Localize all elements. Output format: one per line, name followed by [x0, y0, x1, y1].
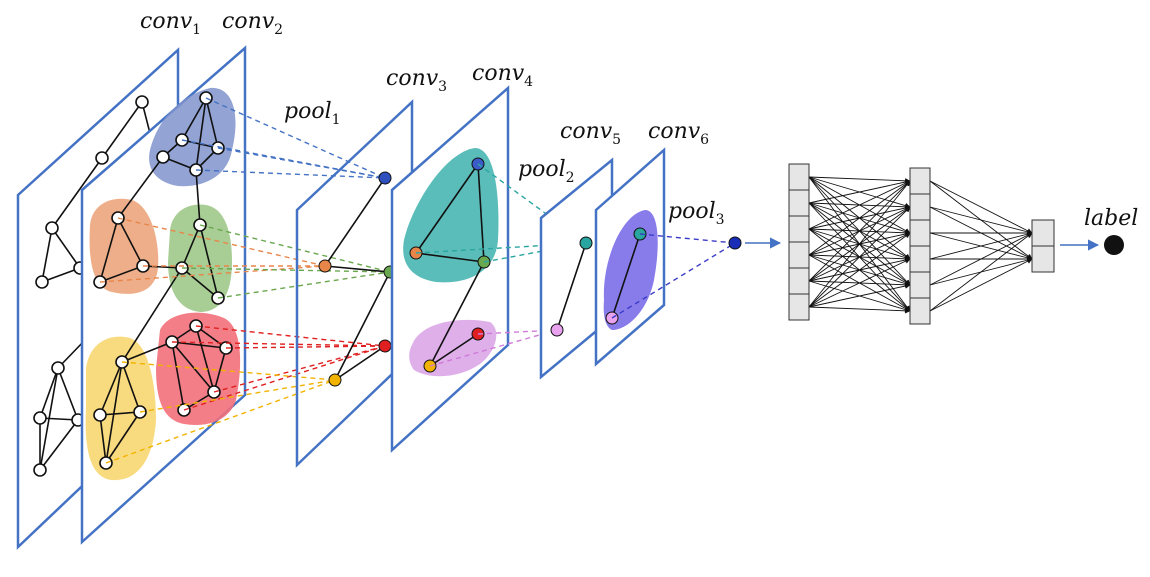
teal-cluster: [403, 148, 499, 283]
dense-connection: [929, 232, 1033, 312]
dense-connection: [808, 306, 911, 314]
conv2-label: conv2: [222, 9, 283, 38]
pool2-label: pool2: [518, 157, 575, 186]
pooled-graph-node: [728, 236, 742, 250]
pool3-connections: [611, 233, 736, 319]
dense-connection: [808, 180, 911, 230]
conv1-graph: [33, 95, 154, 477]
dense-connection: [808, 176, 911, 184]
dense-layer1-unit: [788, 241, 810, 269]
conv6-label: conv6: [648, 119, 709, 148]
dense-layer1-unit: [788, 267, 810, 295]
dense-connection: [929, 180, 1033, 234]
dense-output-unit: [1031, 245, 1055, 273]
conv5-graph: [550, 236, 593, 337]
conv6-plane: [594, 147, 666, 367]
dense-connection: [808, 232, 911, 308]
dense-connection: [808, 180, 911, 282]
dense-network: [788, 163, 1055, 325]
dense-layer2-unit: [909, 219, 931, 247]
dense-connection: [929, 258, 1033, 312]
dense-layer2-unit: [909, 167, 931, 195]
dense-layer1-unit: [788, 293, 810, 321]
dense-connection: [808, 283, 911, 308]
dense-connection: [808, 180, 911, 308]
dense-connection: [929, 206, 1033, 235]
conv4-plane: [390, 85, 510, 453]
dense-connection: [808, 180, 911, 256]
dense-layer1-unit: [788, 189, 810, 217]
blue-cluster: [149, 87, 236, 187]
label-text: label: [1084, 206, 1138, 231]
dense-layer1-unit: [788, 215, 810, 243]
dense-connection: [929, 232, 1033, 286]
conv1-label: conv1: [140, 9, 201, 38]
green-cluster: [168, 204, 232, 312]
dense-connection: [808, 179, 911, 204]
pool3-label: pool3: [668, 199, 725, 228]
dense-layer2-unit: [909, 245, 931, 273]
dense-layer2-unit: [909, 271, 931, 299]
dense-connection: [808, 206, 911, 308]
conv5-label: conv5: [560, 119, 621, 148]
dense-connection: [929, 231, 1033, 260]
dense-connection: [808, 258, 911, 308]
dense-layer1-unit: [788, 163, 810, 191]
dense-layer2-unit: [909, 297, 931, 325]
pool1-label: pool1: [284, 99, 341, 128]
label-output-node: [1104, 235, 1124, 255]
conv3-label: conv3: [386, 66, 447, 95]
dense-layer2-unit: [909, 193, 931, 221]
dense-output-unit: [1031, 219, 1055, 247]
conv4-label: conv4: [472, 61, 533, 90]
